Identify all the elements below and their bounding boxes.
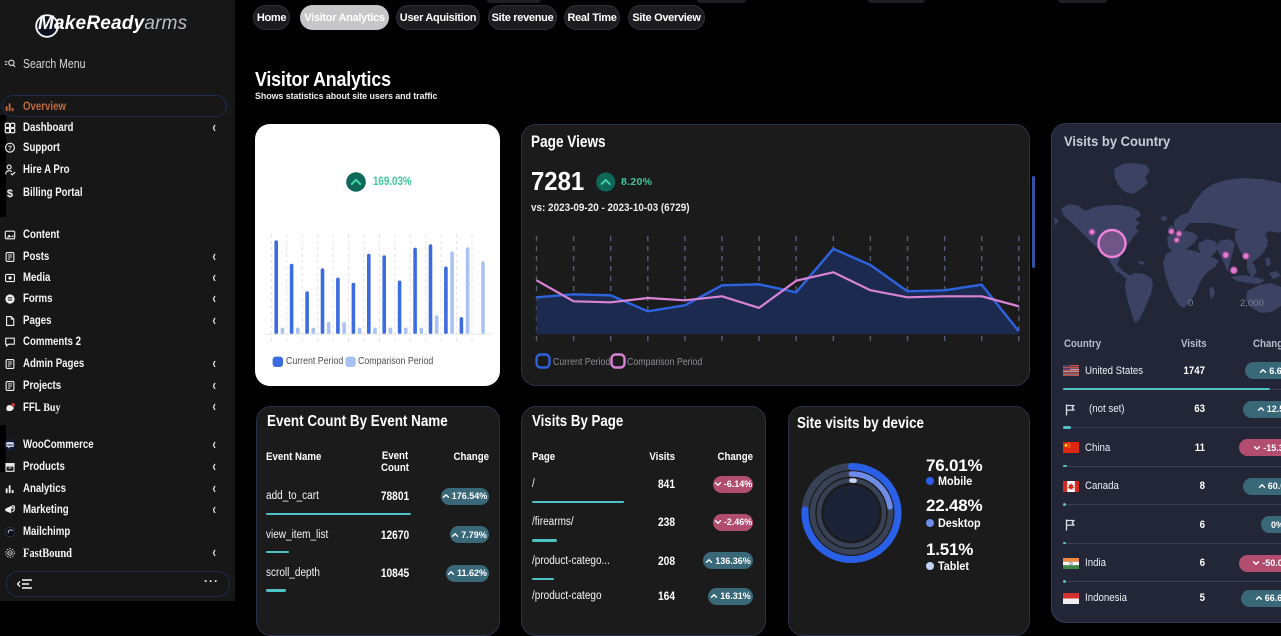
svg-text:?: ? xyxy=(8,144,12,151)
svg-text:$: $ xyxy=(7,187,14,198)
svg-text:0: 0 xyxy=(12,505,14,509)
svg-text:2,000: 2,000 xyxy=(1240,298,1264,309)
svg-text:WM: WM xyxy=(7,442,13,446)
svg-text:0: 0 xyxy=(1188,298,1193,309)
